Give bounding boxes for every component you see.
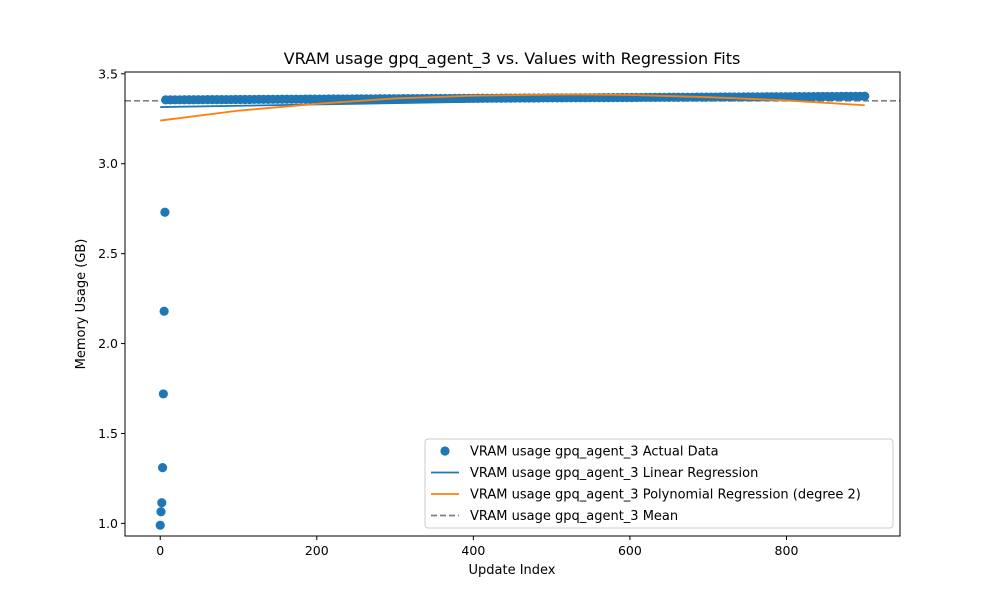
legend-marker <box>440 446 450 456</box>
legend-label: VRAM usage gpq_agent_3 Actual Data <box>470 445 719 460</box>
scatter-point <box>157 463 168 473</box>
legend-label: VRAM usage gpq_agent_3 Polynomial Regres… <box>470 488 861 503</box>
y-axis-label: Memory Usage (GB) <box>74 239 89 370</box>
y-tick-label: 3.5 <box>98 66 118 81</box>
scatter-point <box>159 306 169 316</box>
y-tick-label: 3.0 <box>98 156 118 171</box>
scatter-band <box>161 91 870 105</box>
x-tick-label: 600 <box>618 543 642 558</box>
legend: VRAM usage gpq_agent_3 Actual Data VRAM u… <box>424 438 894 529</box>
y-tick-label: 2.5 <box>98 246 118 261</box>
scatter-point <box>158 389 168 399</box>
scatter-point <box>156 507 166 517</box>
x-axis-label: Update Index <box>468 563 555 578</box>
linear-regression-line <box>160 94 865 108</box>
chart-title: VRAM usage gpq_agent_3 vs. Values with R… <box>284 49 741 69</box>
legend-box <box>424 438 894 529</box>
x-tick-label: 200 <box>305 543 329 558</box>
x-tick-label: 800 <box>775 543 799 558</box>
polynomial-regression-line <box>160 93 865 122</box>
scatter-point <box>157 498 167 508</box>
x-tick-label: 400 <box>461 543 485 558</box>
plot-frame <box>124 71 901 537</box>
y-tick-label: 2.0 <box>98 336 118 351</box>
scatter-point <box>155 520 165 530</box>
legend-label: VRAM usage gpq_agent_3 Mean <box>470 509 678 524</box>
x-tick-label: 0 <box>156 543 164 558</box>
scatter-point <box>160 207 170 217</box>
y-tick-label: 1.5 <box>98 426 118 441</box>
y-tick-label: 1.0 <box>98 516 118 531</box>
legend-label: VRAM usage gpq_agent_3 Linear Regression <box>470 466 758 481</box>
